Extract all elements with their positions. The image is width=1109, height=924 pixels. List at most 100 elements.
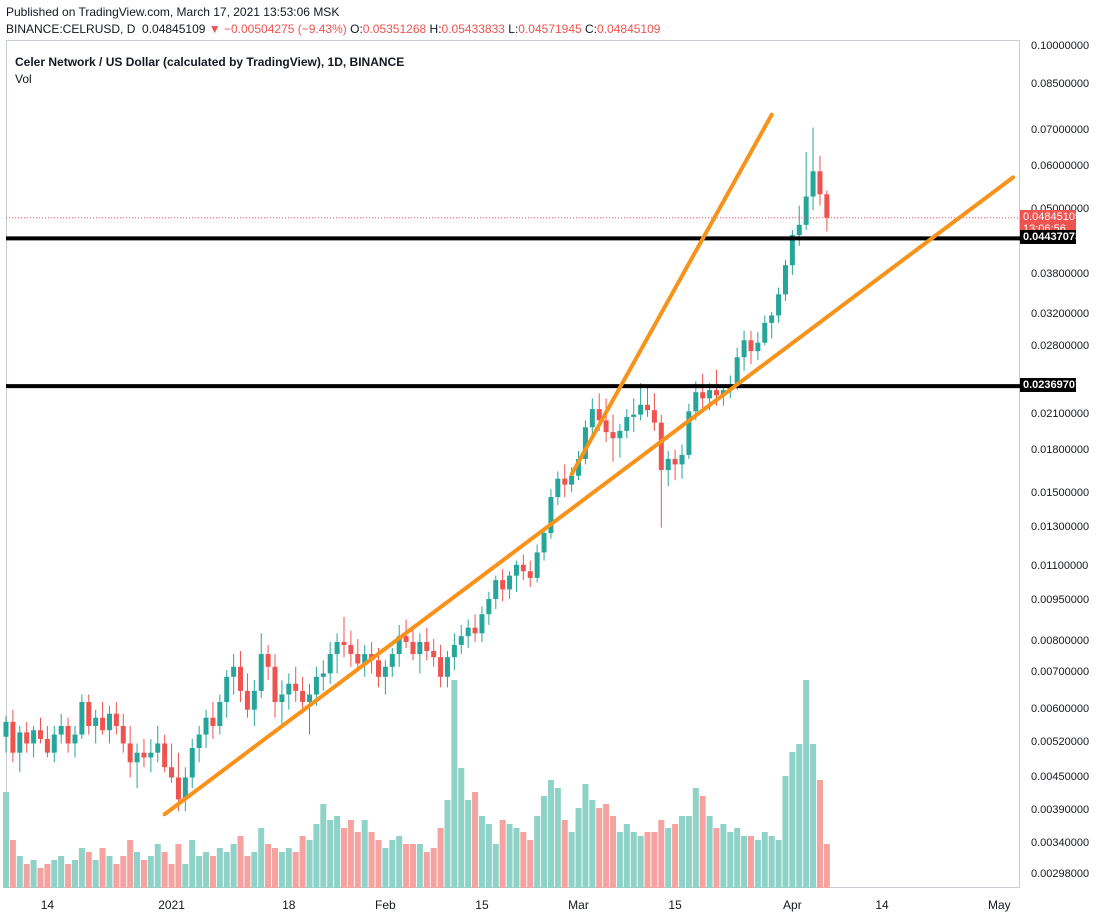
candle-body	[224, 676, 230, 703]
candle-body	[86, 702, 92, 726]
volume-bar	[534, 816, 541, 888]
candle-body	[645, 404, 651, 411]
volume-bar	[437, 828, 444, 888]
volume-bar	[430, 848, 437, 888]
volume-bar	[754, 840, 761, 888]
volume-bar	[389, 840, 396, 888]
volume-bar	[499, 820, 506, 888]
candle-body	[796, 224, 802, 236]
volume-bar	[278, 852, 285, 888]
candle-body	[382, 666, 388, 677]
price-tick-label: 0.02800000	[1031, 339, 1090, 352]
candle-body	[120, 725, 126, 744]
candle-body	[824, 194, 830, 218]
time-tick-label: Feb	[375, 898, 396, 912]
volume-bar	[189, 840, 196, 888]
volume-bar	[720, 824, 727, 888]
volume-bar	[554, 788, 561, 888]
candle-body	[472, 627, 478, 634]
price-tick-label: 0.01800000	[1031, 443, 1090, 456]
candle-body	[375, 660, 381, 677]
volume-bar	[3, 792, 9, 888]
candle-body	[141, 752, 147, 758]
volume-bar	[637, 836, 644, 888]
volume-bar	[354, 832, 361, 888]
volume-bar	[299, 836, 306, 888]
volume-bar	[313, 824, 320, 888]
volume-bar	[23, 864, 30, 888]
time-axis[interactable]: 14 2021 18 Feb 15 Mar 15 Apr 14 May	[6, 888, 1020, 924]
candle-body	[389, 654, 395, 667]
candle-body	[782, 265, 788, 295]
candle-body	[569, 475, 575, 485]
candle-body	[748, 340, 754, 352]
candle-body	[238, 666, 244, 691]
legend-title: Celer Network / US Dollar (calculated by…	[15, 55, 405, 69]
candle-body	[217, 702, 223, 726]
volume-bar	[561, 820, 568, 888]
candle-body	[286, 683, 292, 695]
candle-body	[189, 748, 195, 778]
candle-body	[148, 752, 154, 758]
candle-body	[51, 734, 57, 753]
price-tick-label: 0.01300000	[1031, 520, 1090, 533]
time-tick-label: Apr	[783, 898, 802, 912]
open-value: 0.05351268	[362, 22, 427, 36]
candle-body	[169, 767, 175, 778]
candle-body	[548, 497, 554, 534]
volume-bar	[347, 820, 354, 888]
candle-body	[31, 730, 37, 744]
volume-bar	[727, 832, 734, 888]
candle-body	[617, 430, 623, 439]
candle-body	[37, 730, 43, 739]
candle-body	[10, 721, 16, 753]
candle-body	[410, 641, 416, 655]
candle-body	[776, 294, 782, 316]
candle-body	[631, 414, 637, 417]
candle-body	[44, 738, 50, 753]
candle-body	[520, 564, 526, 572]
symbol-label: BINANCE:CELRUSD, D	[6, 22, 136, 36]
candle-body	[58, 725, 64, 735]
volume-bar	[9, 840, 16, 888]
candle-body	[355, 654, 361, 664]
candle-body	[424, 641, 430, 651]
volume-bar	[265, 844, 272, 888]
volume-bar	[361, 820, 368, 888]
volume-bar	[92, 860, 99, 888]
volume-bar	[789, 752, 796, 888]
volume-bar	[699, 796, 706, 888]
high-label: H:	[429, 22, 442, 36]
volume-bar	[334, 816, 341, 888]
candle-body	[465, 627, 471, 637]
volume-bar	[382, 848, 389, 888]
price-axis[interactable]: 0.10000000 0.08500000 0.07000000 0.06000000…	[1020, 40, 1109, 888]
legend-volume: Vol	[15, 72, 32, 86]
volume-bar	[458, 768, 465, 888]
time-tick-label: 14	[40, 898, 55, 912]
last-price-value: 0.04845109	[1023, 210, 1082, 223]
volume-bar	[127, 840, 134, 888]
volume-bar	[616, 832, 623, 888]
level-price-badge: 0.02369707	[1020, 378, 1081, 393]
volume-bar	[285, 848, 292, 888]
candle-body	[396, 636, 402, 655]
candle-body	[562, 478, 568, 485]
volume-bar	[396, 836, 403, 888]
volume-bar	[272, 848, 279, 888]
candle-body	[576, 458, 582, 476]
candle-body	[589, 409, 595, 428]
candle-body	[307, 694, 313, 703]
chart-pane[interactable]	[6, 40, 1020, 888]
open-label: O:	[350, 22, 363, 36]
candle-body	[3, 721, 9, 737]
volume-bar	[775, 840, 782, 888]
volume-bar	[244, 856, 251, 888]
volume-bar	[485, 824, 492, 888]
candle-body	[555, 478, 561, 498]
volume-bar	[582, 784, 589, 888]
candle-body	[438, 657, 444, 677]
candle-body	[134, 752, 140, 763]
price-tick-label: 0.00340000	[1031, 836, 1090, 849]
candle-body	[582, 427, 588, 459]
